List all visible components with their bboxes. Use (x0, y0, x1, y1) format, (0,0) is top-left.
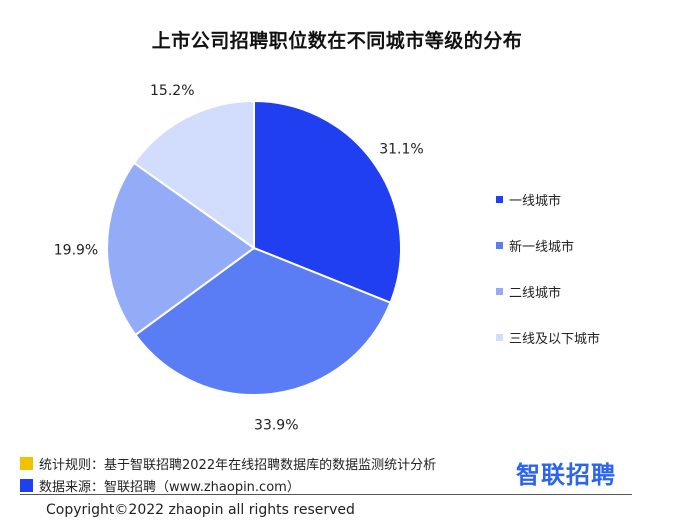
slice-value-label: 19.9% (54, 242, 98, 258)
legend-label: 一线城市 (509, 193, 562, 209)
legend-item: 新一线城市 (496, 222, 600, 268)
footer-divider (20, 494, 632, 495)
legend-label: 二线城市 (509, 285, 562, 301)
legend-swatch (496, 333, 503, 341)
footer-source-note: 数据来源：智联招聘（www.zhaopin.com） (20, 476, 300, 495)
pie-slice (134, 246, 392, 396)
legend-item: 二线城市 (496, 268, 600, 314)
legend-swatch (496, 195, 503, 203)
yellow-square-icon (20, 457, 33, 470)
legend-label: 三线及以下城市 (509, 331, 601, 347)
legend-swatch (496, 287, 503, 295)
source-text: 数据来源：智联招聘（www.zhaopin.com） (39, 480, 300, 495)
blue-square-icon (20, 479, 33, 492)
pie-slice (106, 161, 256, 337)
pie-slice (253, 99, 402, 305)
pie-slice (132, 99, 255, 250)
legend-item: 一线城市 (496, 176, 600, 222)
slice-value-label: 15.2% (150, 83, 194, 99)
legend-swatch (496, 241, 503, 249)
legend-item: 三线及以下城市 (496, 314, 600, 360)
zhaopin-logo: 智联招聘 (516, 461, 616, 489)
slice-value-label: 33.9% (254, 418, 298, 434)
chart-title: 上市公司招聘职位数在不同城市等级的分布 (151, 30, 523, 52)
footer-rule-note: 统计规则：基于智联招聘2022年在线招聘数据库的数据监测统计分析 (20, 454, 436, 473)
copyright: Copyright©2022 zhaopin all rights reserv… (46, 502, 355, 518)
legend-label: 新一线城市 (509, 239, 575, 255)
slice-value-label: 31.1% (379, 141, 423, 157)
legend: 一线城市 新一线城市 二线城市 三线及以下城市 (496, 176, 600, 360)
rule-text: 统计规则：基于智联招聘2022年在线招聘数据库的数据监测统计分析 (39, 458, 437, 473)
